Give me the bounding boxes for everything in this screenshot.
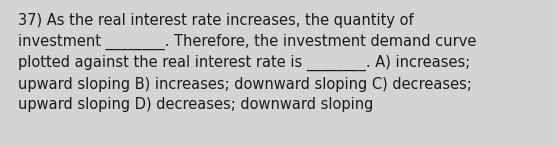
Text: 37) As the real interest rate increases, the quantity of
investment ________. Th: 37) As the real interest rate increases,…	[18, 13, 477, 112]
